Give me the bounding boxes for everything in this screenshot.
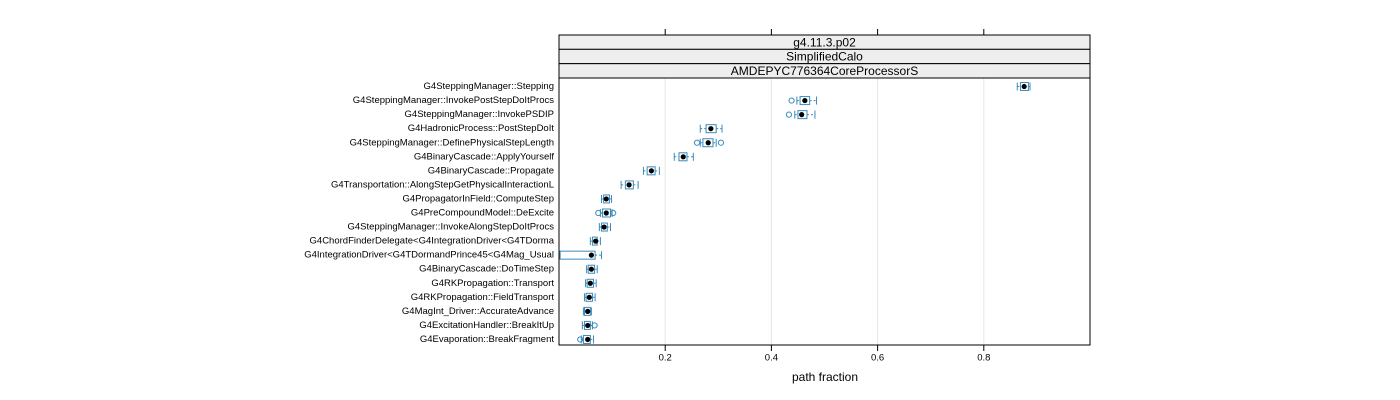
- y-tick-label: G4SteppingManager::InvokePSDIP: [405, 109, 554, 120]
- strip-label: g4.11.3.p02: [793, 35, 856, 49]
- y-tick-label: G4SteppingManager::InvokeAlongStepDoItPr…: [348, 222, 555, 233]
- median: [601, 224, 607, 230]
- panel: [558, 77, 1091, 346]
- box: [624, 180, 634, 190]
- y-tick-label: G4BinaryCascade::ApplyYourself: [414, 151, 554, 162]
- box: [797, 110, 808, 120]
- outlier: [693, 139, 701, 146]
- median: [705, 140, 711, 146]
- box: [559, 250, 596, 260]
- median: [588, 266, 594, 272]
- median: [799, 112, 805, 118]
- y-tick-label: G4BinaryCascade::Propagate: [428, 165, 554, 176]
- y-tick-label: G4Evaporation::BreakFragment: [420, 334, 554, 345]
- median: [585, 336, 591, 343]
- box: [678, 152, 688, 162]
- median: [626, 182, 632, 188]
- y-tick-label: G4BinaryCascade::DoTimeStep: [419, 264, 554, 275]
- box: [603, 194, 610, 204]
- median: [603, 196, 609, 202]
- median: [588, 252, 594, 258]
- box: [1019, 82, 1029, 92]
- median: [708, 126, 714, 132]
- y-tick-label: G4ExcitationHandler::BreakItUp: [419, 320, 554, 331]
- median: [603, 210, 609, 216]
- box: [582, 334, 591, 344]
- box: [586, 278, 595, 288]
- outlier: [577, 336, 584, 343]
- outlier: [591, 322, 598, 329]
- box: [705, 124, 717, 134]
- y-tick-label: G4MagInt_Driver::AccurateAdvance: [402, 306, 554, 317]
- y-tick-label: G4ChordFinderDelegate<G4IntegrationDrive…: [310, 236, 555, 247]
- box: [646, 166, 656, 176]
- median: [802, 97, 808, 104]
- box: [583, 320, 591, 330]
- box: [702, 138, 714, 148]
- y-tick-label: G4Transportation::AlongStepGetPhysicalIn…: [331, 179, 554, 190]
- strip-label: AMDEPYC776364CoreProcessorS: [731, 64, 918, 78]
- strip-label: SimplifiedCalo: [786, 50, 863, 64]
- y-tick-label: G4RKPropagation::FieldTransport: [411, 292, 555, 303]
- outlier: [788, 97, 795, 104]
- box: [583, 306, 591, 316]
- y-tick-label: G4HadronicProcess::PostStepDoIt: [408, 123, 555, 134]
- y-tick-label: G4PreCompoundModel::DeExcite: [411, 208, 554, 219]
- box: [799, 96, 811, 106]
- median: [585, 322, 591, 329]
- median: [585, 308, 591, 314]
- y-tick-label: G4IntegrationDriver<G4TDormandPrince45<G…: [304, 250, 554, 261]
- y-tick-label: G4SteppingManager::DefinePhysicalStepLen…: [350, 137, 554, 148]
- y-tick-label: G4SteppingManager::Stepping: [424, 81, 554, 92]
- median: [593, 238, 599, 244]
- box: [587, 264, 596, 274]
- median: [586, 294, 592, 300]
- box: [585, 292, 593, 302]
- median: [680, 154, 686, 160]
- outlier: [785, 111, 793, 118]
- y-tick-label: G4PropagatorInField::ComputeStep: [402, 193, 554, 204]
- outlier: [717, 139, 725, 146]
- y-tick-label: G4SteppingManager::InvokePostStepDoItPro…: [353, 95, 554, 106]
- x-tick-label: 0.8: [977, 353, 990, 364]
- median: [587, 280, 593, 286]
- median: [648, 168, 654, 174]
- y-tick-label: G4RKPropagation::Transport: [431, 278, 554, 289]
- outlier: [610, 209, 617, 217]
- x-tick-label: 0.4: [765, 353, 778, 364]
- x-tick-label: 0.2: [659, 353, 672, 364]
- box: [600, 222, 608, 232]
- median: [1021, 83, 1027, 90]
- x-axis-label: path fraction: [792, 370, 858, 384]
- x-tick-label: 0.6: [871, 353, 884, 364]
- outlier: [595, 209, 602, 217]
